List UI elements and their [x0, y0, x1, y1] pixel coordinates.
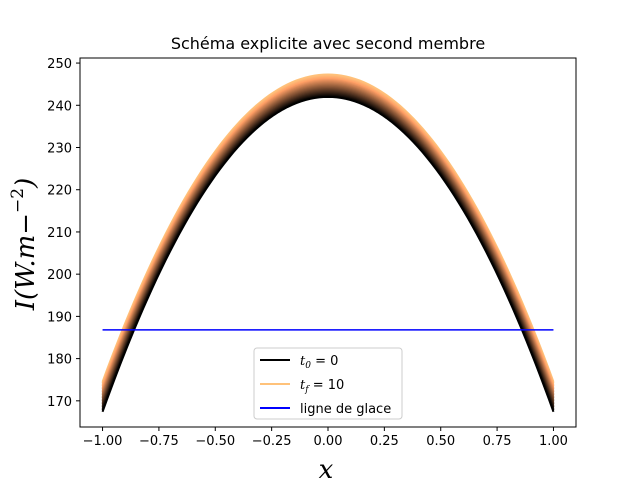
y-axis-label: I(W.m−−2) — [8, 178, 41, 312]
x-tick-label: 0.25 — [370, 434, 399, 449]
plot-area — [101, 73, 555, 413]
x-tick-label: −0.25 — [252, 434, 292, 449]
x-tick-label: −1.00 — [83, 434, 123, 449]
svg-text:I(W.m−−2): I(W.m−−2) — [8, 178, 41, 312]
y-tick-label: 180 — [47, 353, 72, 368]
x-tick-label: 0.75 — [483, 434, 512, 449]
y-tick-label: 190 — [47, 310, 72, 325]
y-tick-label: 230 — [47, 142, 72, 157]
legend-label: ligne de glace — [300, 402, 391, 417]
x-tick-label: 1.00 — [539, 434, 568, 449]
x-tick-label: 0.50 — [426, 434, 455, 449]
x-axis-label: x — [319, 455, 334, 480]
y-tick-label: 210 — [47, 226, 72, 241]
y-tick-label: 200 — [47, 268, 72, 283]
x-axis: −1.00 −0.75 −0.50 −0.25 0.00 0.25 0.50 0.75 1.00 — [83, 427, 568, 449]
y-tick-label: 220 — [47, 184, 72, 199]
series-line-t0 — [101, 95, 555, 413]
legend: t0 = 0 tf = 10 ligne de glace — [253, 347, 403, 420]
legend-label: t0 = 0 — [300, 354, 338, 371]
x-tick-label: −0.50 — [195, 434, 235, 449]
legend-box — [253, 347, 403, 420]
x-tick-label: 0.00 — [314, 434, 343, 449]
x-tick-label: −0.75 — [139, 434, 179, 449]
legend-label: tf = 10 — [300, 378, 344, 395]
y-tick-label: 170 — [47, 395, 72, 410]
y-axis: 170 180 190 200 210 220 230 240 250 — [47, 57, 80, 410]
y-tick-label: 250 — [47, 57, 72, 72]
y-tick-label: 240 — [47, 99, 72, 114]
chart-title: Schéma explicite avec second membre — [171, 34, 485, 53]
